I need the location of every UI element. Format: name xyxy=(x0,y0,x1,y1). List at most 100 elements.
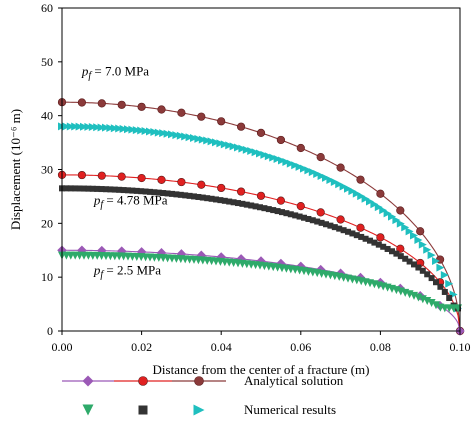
data-point xyxy=(138,188,145,195)
data-point xyxy=(411,261,418,268)
x-axis-label: Distance from the center of a fracture (… xyxy=(153,362,370,377)
data-point xyxy=(229,142,238,151)
label-sub: f xyxy=(100,199,104,210)
data-point xyxy=(141,126,150,135)
data-point xyxy=(137,102,146,111)
data-point xyxy=(138,405,148,415)
data-point xyxy=(196,250,207,261)
data-point xyxy=(82,375,94,387)
data-point xyxy=(197,180,206,189)
label-var: p xyxy=(93,192,101,207)
data-point xyxy=(129,187,136,194)
legend-label: Numerical results xyxy=(244,402,336,417)
legend-row: Analytical solution xyxy=(62,373,344,388)
data-point xyxy=(296,143,305,153)
data-point xyxy=(401,223,410,232)
data-point xyxy=(441,288,448,295)
data-point xyxy=(427,299,436,308)
data-point xyxy=(77,98,86,107)
data-point xyxy=(137,173,146,183)
data-point xyxy=(217,117,226,126)
data-point xyxy=(157,105,166,114)
data-point xyxy=(335,180,344,189)
data-point xyxy=(239,200,246,207)
data-point xyxy=(97,99,106,108)
data-point xyxy=(157,175,166,184)
data-point xyxy=(85,185,92,192)
data-point xyxy=(283,210,290,217)
data-point xyxy=(93,123,102,132)
data-point xyxy=(261,205,268,212)
data-point xyxy=(212,138,221,147)
data-point xyxy=(173,191,180,198)
data-point xyxy=(190,134,199,143)
y-axis-label: Displacement (10⁻⁶ m) xyxy=(8,109,23,230)
data-point xyxy=(345,228,352,235)
data-point xyxy=(356,223,365,232)
label-var: p xyxy=(81,63,89,78)
data-point xyxy=(106,123,115,132)
data-point xyxy=(98,186,105,193)
data-point xyxy=(110,124,119,133)
label-value: = 2.5 MPa xyxy=(103,262,161,277)
data-point xyxy=(348,187,357,196)
data-point xyxy=(356,175,365,184)
data-point xyxy=(349,230,356,237)
data-point xyxy=(371,239,378,246)
data-point xyxy=(260,150,269,159)
data-point xyxy=(247,147,256,156)
data-point xyxy=(252,203,259,210)
pressure-label: pf = 4.78 MPa xyxy=(93,192,168,210)
data-point xyxy=(375,241,382,248)
data-point xyxy=(424,271,431,278)
data-point xyxy=(374,203,383,212)
data-point xyxy=(237,187,246,196)
y-tick-label: 50 xyxy=(41,55,53,69)
data-point xyxy=(405,227,414,236)
data-point xyxy=(376,233,385,242)
data-point xyxy=(367,237,374,244)
data-point xyxy=(172,131,181,140)
data-point xyxy=(322,173,331,182)
data-point xyxy=(182,192,189,199)
data-point xyxy=(235,200,242,207)
label-sub: f xyxy=(88,70,92,81)
y-tick-label: 40 xyxy=(41,109,53,123)
data-point xyxy=(197,112,206,121)
x-tick-label: 0.04 xyxy=(211,340,232,354)
legend-row: Numerical results xyxy=(82,402,336,417)
data-point xyxy=(242,145,251,154)
data-point xyxy=(199,194,206,201)
data-point xyxy=(437,283,444,290)
data-point xyxy=(292,212,299,219)
data-point xyxy=(116,186,123,193)
data-point xyxy=(291,161,300,170)
data-point xyxy=(352,189,361,198)
data-point xyxy=(238,144,247,153)
data-point xyxy=(72,185,79,192)
data-point xyxy=(428,275,435,282)
data-point xyxy=(248,202,255,209)
ticks-layer: 0.00 0.02 0.04 0.06 0.08 0.10 0 10 20 30 40 50 60 xyxy=(41,1,471,354)
data-point xyxy=(432,301,441,310)
data-point xyxy=(237,122,246,131)
y-tick-label: 20 xyxy=(41,216,53,230)
data-point xyxy=(256,191,266,200)
data-point xyxy=(256,149,265,158)
data-point xyxy=(177,191,184,198)
data-point xyxy=(217,183,226,193)
data-point xyxy=(339,182,348,191)
x-tick-label: 0.08 xyxy=(370,340,391,354)
data-point xyxy=(344,184,353,193)
data-point xyxy=(132,126,141,135)
data-point xyxy=(80,122,89,131)
analytical-series xyxy=(57,98,465,336)
data-point xyxy=(419,267,426,274)
data-point xyxy=(81,185,88,192)
data-point xyxy=(331,224,338,231)
data-point xyxy=(256,128,266,137)
data-point xyxy=(103,186,110,193)
data-point xyxy=(436,263,445,272)
data-point xyxy=(251,148,260,157)
y-tick-label: 60 xyxy=(41,1,53,15)
